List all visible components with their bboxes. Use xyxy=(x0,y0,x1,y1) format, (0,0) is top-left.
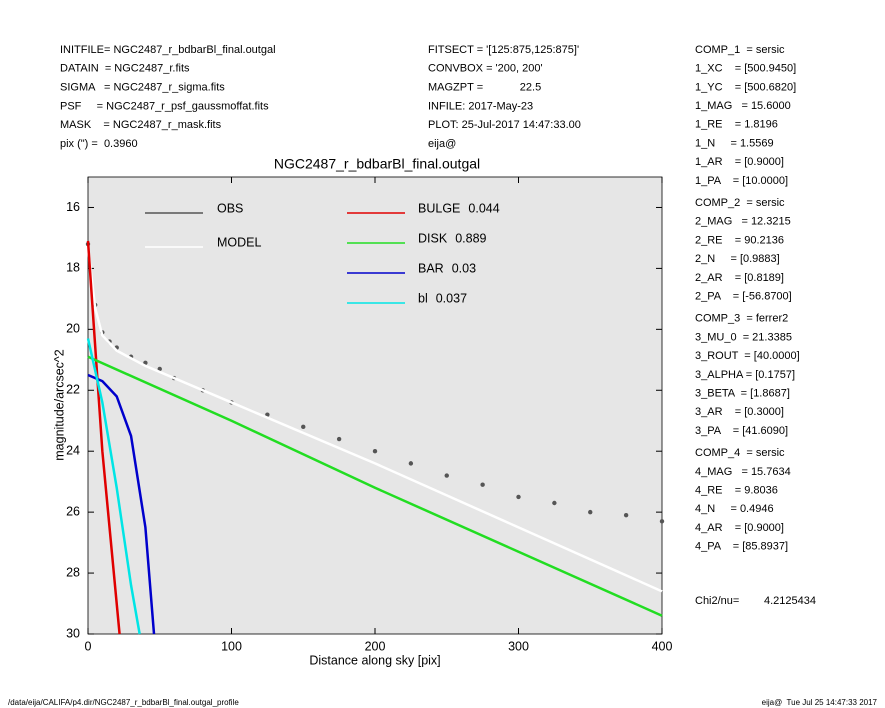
param-line: 1_MAG = 15.6000 xyxy=(695,100,791,112)
y-tick-label: 18 xyxy=(66,261,80,275)
profile-line xyxy=(86,246,663,593)
data-point xyxy=(265,412,270,417)
profile-line xyxy=(87,373,156,635)
chi2-value: 4.2125434 xyxy=(764,595,816,607)
profile-line xyxy=(87,355,663,617)
data-point xyxy=(157,366,162,372)
param-line: 2_AR = [0.8189] xyxy=(695,272,784,284)
param-line: 1_AR = [0.9000] xyxy=(695,156,784,168)
x-tick-label: 200 xyxy=(365,639,386,653)
param-line: 1_YC = [500.6820] xyxy=(695,81,796,93)
header-line: PSF = NGC2487_r_psf_gaussmoffat.fits xyxy=(60,100,269,112)
legend-label: DISK xyxy=(418,231,448,245)
data-point xyxy=(372,449,378,454)
param-line: 3_MU_0 = 21.3385 xyxy=(695,331,792,343)
param-line: 2_MAG = 12.3215 xyxy=(695,216,791,228)
param-line: COMP_1 = sersic xyxy=(695,44,785,56)
plot-area xyxy=(87,176,663,635)
y-tick-label: 24 xyxy=(66,443,80,457)
legend-label: BAR xyxy=(418,261,444,275)
header-line: MASK = NGC2487_r_mask.fits xyxy=(60,119,222,131)
param-line: 4_N = 0.4946 xyxy=(695,503,774,515)
x-tick-label: 0 xyxy=(85,639,92,653)
y-tick-label: 30 xyxy=(66,626,80,640)
y-tick-label: 20 xyxy=(66,322,80,336)
footer-stamp: eija@ Tue Jul 25 14:47:33 2017 xyxy=(762,698,878,707)
param-line: 1_N = 1.5569 xyxy=(695,137,774,149)
legend-label: bl xyxy=(418,291,428,305)
y-tick-label: 28 xyxy=(66,565,80,579)
y-tick-label: 26 xyxy=(66,504,80,518)
legend-fraction: 0.889 xyxy=(455,231,486,245)
legend-label: MODEL xyxy=(217,235,262,249)
chart-title: NGC2487_r_bdbarBl_final.outgal xyxy=(274,156,480,172)
data-point xyxy=(408,461,414,466)
y-tick-label: 16 xyxy=(66,200,80,214)
y-tick-label: 22 xyxy=(66,383,80,397)
data-point xyxy=(659,519,665,524)
param-line: 3_ROUT = [40.0000] xyxy=(695,350,800,362)
chi2-label: Chi2/nu= xyxy=(695,595,739,607)
param-line: 3_AR = [0.3000] xyxy=(695,406,784,418)
param-line: COMP_2 = sersic xyxy=(695,197,785,209)
data-point xyxy=(480,482,485,487)
param-line: 4_PA = [85.8937] xyxy=(695,541,788,553)
param-line: 1_RE = 1.8196 xyxy=(695,119,778,131)
profile-line xyxy=(86,338,141,635)
x-tick-label: 100 xyxy=(221,639,242,653)
x-tick-label: 300 xyxy=(508,639,529,653)
param-line: 1_XC = [500.9450] xyxy=(695,63,796,75)
profile-line xyxy=(86,240,121,635)
param-line: 4_RE = 9.8036 xyxy=(695,485,778,497)
param-line: 3_ALPHA = [0.1757] xyxy=(695,369,795,381)
header-line: PLOT: 25-Jul-2017 14:47:33.00 xyxy=(428,119,581,131)
param-line: 2_RE = 90.2136 xyxy=(695,234,784,246)
legend-fraction: 0.037 xyxy=(436,291,467,305)
data-point xyxy=(336,436,342,442)
data-point xyxy=(623,512,629,518)
y-axis-label: magnitude/arcsec^2 xyxy=(52,349,66,461)
header-line: INITFILE= NGC2487_r_bdbarBl_final.outgal xyxy=(60,44,276,56)
data-point xyxy=(301,424,306,430)
param-line: 4_AR = [0.9000] xyxy=(695,522,784,534)
legend-label: BULGE xyxy=(418,201,460,215)
x-axis-label: Distance along sky [pix] xyxy=(309,653,440,667)
footer-path: /data/eija/CALIFA/p4.dir/NGC2487_r_bdbar… xyxy=(8,698,239,707)
param-line: 2_PA = [-56.8700] xyxy=(695,291,792,303)
legend-fraction: 0.03 xyxy=(452,261,476,275)
param-line: 3_BETA = [1.8687] xyxy=(695,388,790,400)
data-point xyxy=(588,509,593,515)
header-line: MAGZPT = 22.5 xyxy=(428,82,541,94)
param-line: COMP_3 = ferrer2 xyxy=(695,313,788,325)
header-line: CONVBOX = '200, 200' xyxy=(428,63,543,75)
param-line: 2_N = [0.9883] xyxy=(695,253,780,265)
header-line: FITSECT = '[125:875,125:875]' xyxy=(428,44,579,56)
data-point xyxy=(516,494,521,500)
param-line: 3_PA = [41.6090] xyxy=(695,425,788,437)
header-line: INFILE: 2017-May-23 xyxy=(428,100,533,112)
param-line: 4_MAG = 15.7634 xyxy=(695,466,791,478)
header-line: eija@ xyxy=(428,138,456,150)
data-point xyxy=(444,473,449,478)
data-point xyxy=(552,500,557,506)
header-line: DATAIN = NGC2487_r.fits xyxy=(60,63,190,75)
header-line: pix (") = 0.3960 xyxy=(60,138,138,150)
header-line: SIGMA = NGC2487_r_sigma.fits xyxy=(60,82,225,94)
legend-fraction: 0.044 xyxy=(468,201,499,215)
param-line: 1_PA = [10.0000] xyxy=(695,175,788,187)
param-line: COMP_4 = sersic xyxy=(695,447,785,459)
legend-label: OBS xyxy=(217,201,243,215)
x-tick-label: 400 xyxy=(652,639,673,653)
